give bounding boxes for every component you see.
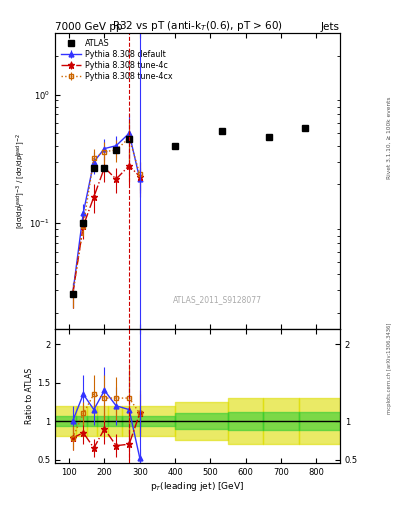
Title: R32 vs pT (anti-k$_T$(0.6), pT > 60): R32 vs pT (anti-k$_T$(0.6), pT > 60) (112, 19, 283, 33)
Text: Rivet 3.1.10, ≥ 100k events: Rivet 3.1.10, ≥ 100k events (387, 97, 392, 180)
Text: ATLAS_2011_S9128077: ATLAS_2011_S9128077 (173, 295, 262, 304)
ATLAS (302, 125, 307, 131)
Line: ATLAS: ATLAS (70, 125, 308, 297)
ATLAS (114, 147, 118, 153)
Y-axis label: Ratio to ATLAS: Ratio to ATLAS (25, 368, 34, 424)
ATLAS (267, 134, 272, 140)
ATLAS (70, 291, 75, 297)
Text: 7000 GeV pp: 7000 GeV pp (55, 22, 123, 32)
ATLAS (81, 220, 86, 226)
ATLAS (92, 164, 96, 170)
ATLAS (173, 143, 177, 149)
Text: Jets: Jets (321, 22, 340, 32)
Legend: ATLAS, Pythia 8.308 default, Pythia 8.308 tune-4c, Pythia 8.308 tune-4cx: ATLAS, Pythia 8.308 default, Pythia 8.30… (59, 37, 174, 82)
ATLAS (102, 164, 107, 170)
Y-axis label: [dσ/dp$_\mathrm{T}^\mathrm{lead}$]$^{-3}$ / [dσ/dp$_\mathrm{T}^\mathrm{lead}$]$^: [dσ/dp$_\mathrm{T}^\mathrm{lead}$]$^{-3}… (15, 133, 28, 229)
Text: mcplots.cern.ch [arXiv:1306.3436]: mcplots.cern.ch [arXiv:1306.3436] (387, 323, 392, 414)
X-axis label: p$_T$(leading jet) [GeV]: p$_T$(leading jet) [GeV] (151, 480, 244, 493)
ATLAS (127, 136, 132, 142)
ATLAS (220, 128, 224, 134)
